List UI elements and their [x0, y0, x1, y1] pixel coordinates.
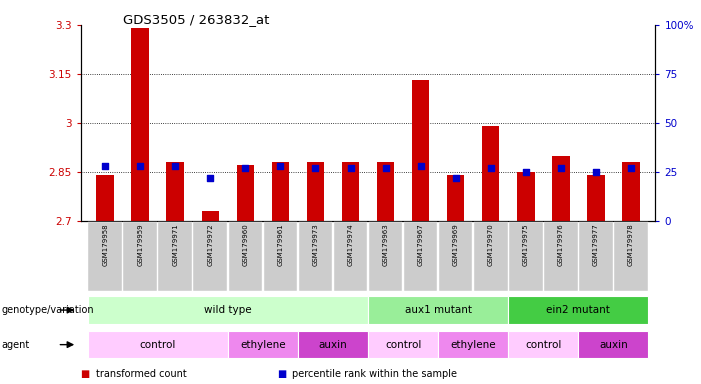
Text: GSM179958: GSM179958 — [102, 223, 108, 266]
Text: GSM179974: GSM179974 — [348, 223, 353, 266]
Point — [170, 163, 181, 169]
FancyBboxPatch shape — [369, 222, 402, 291]
Text: agent: agent — [1, 339, 29, 350]
Point — [310, 165, 321, 171]
Text: transformed count: transformed count — [96, 369, 186, 379]
Bar — [508, 296, 648, 324]
FancyBboxPatch shape — [193, 222, 227, 291]
Bar — [368, 331, 438, 359]
Bar — [508, 331, 578, 359]
Bar — [237, 165, 254, 221]
FancyBboxPatch shape — [614, 222, 648, 291]
Bar — [447, 175, 465, 221]
Text: control: control — [139, 339, 176, 350]
Bar — [132, 28, 149, 221]
Text: percentile rank within the sample: percentile rank within the sample — [292, 369, 457, 379]
Point — [240, 165, 251, 171]
Point — [590, 169, 601, 175]
Point — [555, 165, 566, 171]
Text: GSM179967: GSM179967 — [418, 223, 423, 266]
Point — [450, 175, 461, 181]
Bar — [412, 81, 430, 221]
Point — [625, 165, 637, 171]
Text: GSM179961: GSM179961 — [278, 223, 283, 266]
Bar — [272, 162, 290, 221]
Bar — [587, 175, 605, 221]
Text: GSM179978: GSM179978 — [628, 223, 634, 266]
Point — [100, 163, 111, 169]
Bar — [438, 331, 508, 359]
FancyBboxPatch shape — [264, 222, 297, 291]
Text: GSM179960: GSM179960 — [243, 223, 248, 266]
FancyBboxPatch shape — [158, 222, 192, 291]
Bar — [307, 162, 324, 221]
Bar — [97, 175, 114, 221]
Text: ethylene: ethylene — [450, 339, 496, 350]
Bar — [88, 296, 368, 324]
Bar — [167, 162, 184, 221]
FancyBboxPatch shape — [544, 222, 578, 291]
Text: auxin: auxin — [599, 339, 628, 350]
Text: GSM179975: GSM179975 — [523, 223, 529, 266]
Bar — [578, 331, 648, 359]
Bar — [342, 162, 360, 221]
Text: GSM179977: GSM179977 — [593, 223, 599, 266]
Text: auxin: auxin — [318, 339, 348, 350]
Text: aux1 mutant: aux1 mutant — [404, 305, 472, 315]
Point — [415, 163, 426, 169]
Point — [205, 175, 216, 181]
Text: GSM179969: GSM179969 — [453, 223, 458, 266]
Bar — [88, 331, 228, 359]
Text: GSM179959: GSM179959 — [137, 223, 143, 266]
Text: GSM179970: GSM179970 — [488, 223, 494, 266]
Bar — [298, 331, 368, 359]
Bar — [552, 156, 569, 221]
Text: GSM179976: GSM179976 — [558, 223, 564, 266]
FancyBboxPatch shape — [509, 222, 543, 291]
Text: GSM179972: GSM179972 — [207, 223, 213, 266]
Text: ein2 mutant: ein2 mutant — [546, 305, 611, 315]
Bar — [202, 211, 219, 221]
Bar — [228, 331, 298, 359]
Point — [275, 163, 286, 169]
Bar — [517, 172, 535, 221]
Text: GSM179963: GSM179963 — [383, 223, 388, 266]
Text: ■: ■ — [81, 369, 90, 379]
Text: control: control — [385, 339, 421, 350]
FancyBboxPatch shape — [123, 222, 157, 291]
Point — [380, 165, 391, 171]
Bar — [482, 126, 499, 221]
FancyBboxPatch shape — [299, 222, 332, 291]
Text: ethylene: ethylene — [240, 339, 286, 350]
Bar — [622, 162, 640, 221]
Bar — [377, 162, 394, 221]
FancyBboxPatch shape — [229, 222, 262, 291]
Text: GSM179973: GSM179973 — [313, 223, 318, 266]
Text: genotype/variation: genotype/variation — [1, 305, 94, 315]
FancyBboxPatch shape — [579, 222, 613, 291]
FancyBboxPatch shape — [404, 222, 437, 291]
Point — [135, 163, 146, 169]
FancyBboxPatch shape — [439, 222, 472, 291]
Text: control: control — [525, 339, 562, 350]
FancyBboxPatch shape — [474, 222, 508, 291]
Text: ■: ■ — [277, 369, 286, 379]
FancyBboxPatch shape — [88, 222, 122, 291]
Point — [485, 165, 496, 171]
Text: GSM179971: GSM179971 — [172, 223, 178, 266]
FancyBboxPatch shape — [334, 222, 367, 291]
Text: wild type: wild type — [204, 305, 252, 315]
Point — [520, 169, 531, 175]
Bar — [368, 296, 508, 324]
Point — [345, 165, 356, 171]
Text: GDS3505 / 263832_at: GDS3505 / 263832_at — [123, 13, 269, 26]
